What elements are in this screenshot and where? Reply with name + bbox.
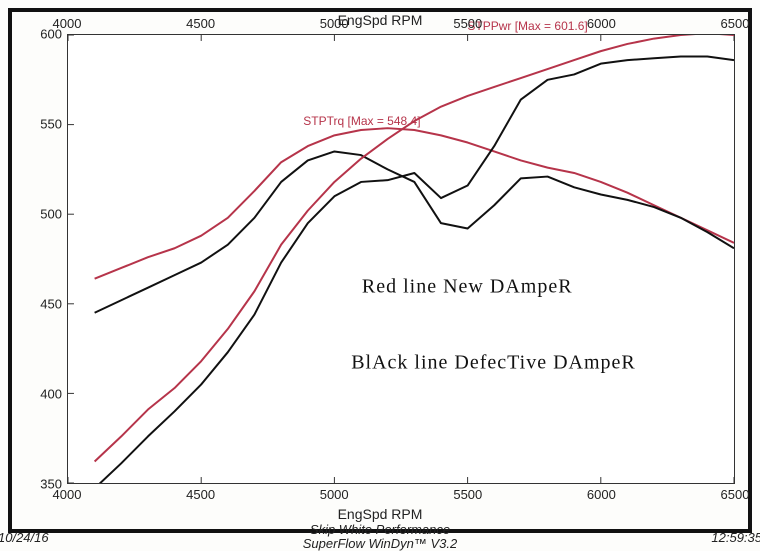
handwriting-black-line: BlAck line DefecTive DAmpeR: [351, 351, 636, 374]
handwriting-red-line: Red line New DAmpeR: [362, 276, 573, 299]
x-tick-top: 4500: [186, 16, 215, 31]
x-tick-bottom: 6000: [587, 487, 616, 502]
chart-svg: [68, 35, 734, 483]
x-tick-top: 5500: [453, 16, 482, 31]
label-stptrq: STPTrq [Max = 548.4]: [303, 114, 420, 128]
credit-line-1: Skip White Performance: [12, 522, 748, 537]
x-tick-top: 5000: [320, 16, 349, 31]
x-tick-top: 6000: [587, 16, 616, 31]
plot-area: STPTrq [Max = 548.4]STPPwr [Max = 601.6]…: [67, 34, 735, 484]
y-tick: 550: [22, 117, 62, 132]
footer-date: 10/24/16: [0, 530, 49, 545]
label-stppwr: STPPwr [Max = 601.6]: [467, 19, 587, 33]
series-red_pwr: [95, 35, 734, 461]
y-tick: 400: [22, 387, 62, 402]
y-tick: 350: [22, 477, 62, 492]
footer-time: 12:59:35: [711, 530, 760, 545]
y-tick: 450: [22, 297, 62, 312]
y-tick: 600: [22, 27, 62, 42]
x-tick-bottom: 5000: [320, 487, 349, 502]
x-tick-bottom: 6500: [721, 487, 750, 502]
x-tick-top: 6500: [721, 16, 750, 31]
chart-frame: EngSpd RPM STPTrq [Max = 548.4]STPPwr [M…: [8, 8, 752, 533]
x-tick-bottom: 4500: [186, 487, 215, 502]
x-axis-title-top: EngSpd RPM: [12, 12, 748, 28]
y-tick: 500: [22, 207, 62, 222]
credit-line-2: SuperFlow WinDyn™ V3.2: [12, 536, 748, 551]
x-axis-title-bottom: EngSpd RPM: [12, 506, 748, 522]
x-tick-bottom: 5500: [453, 487, 482, 502]
